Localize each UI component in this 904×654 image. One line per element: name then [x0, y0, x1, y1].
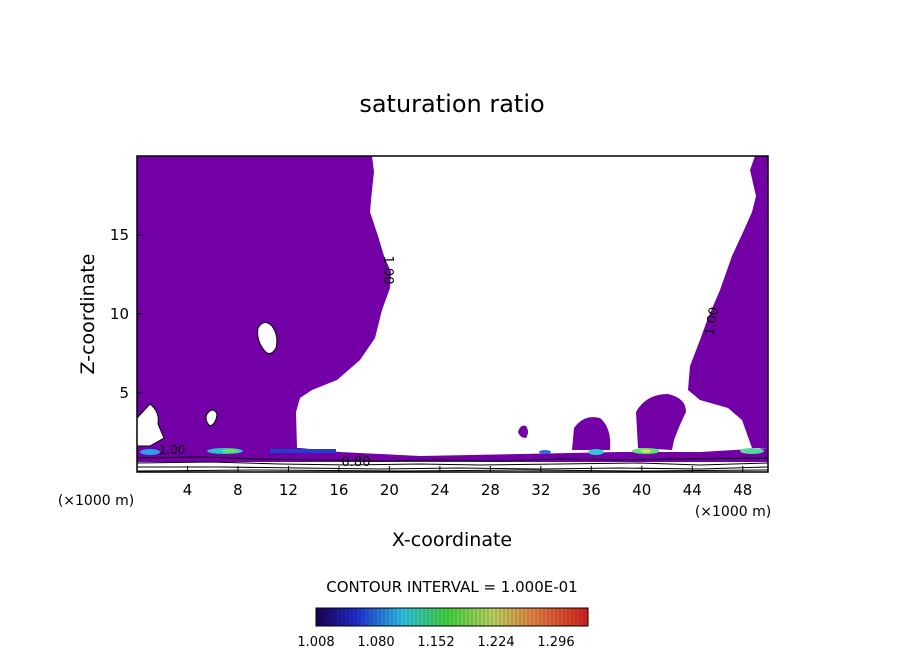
colorbar-stripes: [319, 608, 585, 626]
x-tick-label-3: 16: [329, 481, 348, 499]
colorbar-tick-label-1: 1.080: [357, 635, 394, 650]
core-yellow-2: [641, 449, 651, 453]
colorbar-tick-label-3: 1.224: [477, 635, 514, 650]
x-axis-label: X-coordinate: [392, 529, 512, 551]
cell-blob-30: [518, 425, 528, 438]
x-tick-label-5: 24: [430, 481, 449, 499]
saturated-region-right: [688, 156, 768, 448]
x-tick-label-9: 40: [632, 481, 651, 499]
z-tick-label-1: 10: [110, 305, 129, 323]
contour-label-3: 0.80: [342, 455, 371, 470]
z-axis-label: Z-coordinate: [77, 254, 99, 375]
x-unit-note: (×1000 m): [695, 504, 771, 520]
contour-line-1: [137, 456, 768, 462]
colorbar: [315, 607, 589, 627]
z-tick-label-0: 5: [119, 384, 129, 402]
z-tick-label-2: 15: [110, 226, 129, 244]
x-tick-label-10: 44: [683, 481, 702, 499]
dry-hole-2: [205, 409, 218, 427]
x-tick-label-8: 36: [582, 481, 601, 499]
core-blue-1: [140, 449, 160, 455]
dry-hole-3: [137, 403, 165, 447]
z-axis-ticks: 5 10 15: [110, 226, 143, 402]
x-tick-label-7: 32: [531, 481, 550, 499]
core-green-1: [222, 449, 238, 453]
saturated-region-left: [137, 156, 391, 448]
x-tick-label-11: 48: [733, 481, 752, 499]
x-axis-ticks: 4 8 12 16 20 24 28 32 36 40 44 48: [183, 466, 752, 499]
core-cyan-2: [588, 449, 604, 455]
contour-label-4: 1.00: [159, 443, 186, 457]
contour-interval-note: CONTOUR INTERVAL = 1.000E-01: [326, 578, 577, 596]
chart-title: saturation ratio: [359, 90, 544, 118]
contour-line-3: [137, 466, 768, 470]
colorbar-tick-label-2: 1.152: [417, 635, 454, 650]
x-tick-label-2: 12: [279, 481, 298, 499]
contour-label-2: 1.00: [703, 306, 723, 337]
contour-field: [137, 156, 768, 472]
core-blue-strip: [270, 449, 336, 453]
cell-blob-36: [572, 417, 611, 450]
cell-blob-40: [636, 394, 686, 450]
contour-label-1: 1.00: [380, 256, 395, 285]
contour-line-2: [137, 461, 768, 466]
x-tick-label-4: 20: [380, 481, 399, 499]
colorbar-tick-label-0: 1.008: [297, 635, 334, 650]
core-green-3: [740, 448, 764, 454]
contour-line-4: [137, 469, 768, 472]
colorbar-tick-label-4: 1.296: [537, 635, 574, 650]
x-tick-label-6: 28: [481, 481, 500, 499]
dry-hole-1: [257, 322, 278, 354]
colorbar-ticks: 1.008 1.080 1.152 1.224 1.296: [297, 635, 574, 650]
x-tick-label-0: 4: [183, 481, 193, 499]
core-blue-3: [539, 450, 551, 454]
z-unit-note: (×1000 m): [58, 493, 134, 509]
x-tick-label-1: 8: [233, 481, 243, 499]
